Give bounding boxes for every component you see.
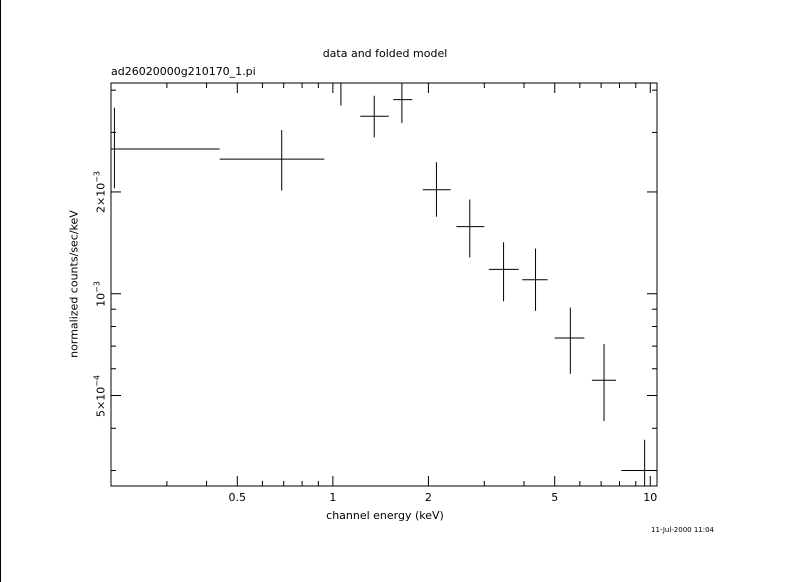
y-tick-label: 5×10−4 bbox=[92, 374, 108, 417]
timestamp: 11-Jul-2000 11:04 bbox=[651, 526, 715, 534]
data-point-8 bbox=[488, 242, 519, 302]
chart-subtitle: ad26020000g210170_1.pi bbox=[111, 65, 256, 78]
x-axis-label: channel energy (keV) bbox=[326, 509, 444, 522]
data-point-12 bbox=[621, 439, 657, 486]
data-point-3 bbox=[330, 82, 354, 106]
x-tick-label: 10 bbox=[643, 491, 658, 504]
data-point-11 bbox=[591, 344, 617, 422]
window-edge-line bbox=[0, 0, 1, 582]
data-point-1 bbox=[111, 107, 220, 189]
x-tick-label: 2 bbox=[424, 491, 432, 504]
data-point-4 bbox=[360, 95, 389, 138]
data-point-2 bbox=[219, 129, 325, 191]
data-point-7 bbox=[456, 199, 485, 258]
data-point-9 bbox=[522, 248, 548, 311]
data-point-5 bbox=[393, 83, 413, 123]
y-tick-label: 10−3 bbox=[92, 280, 108, 307]
x-minor-ticks bbox=[110, 83, 637, 486]
y-major-ticks bbox=[111, 191, 657, 397]
data-point-6 bbox=[422, 162, 451, 217]
data-points bbox=[111, 82, 657, 486]
x-major-ticks bbox=[236, 83, 651, 486]
plot-frame bbox=[110, 82, 658, 487]
y-minor-ticks bbox=[111, 89, 657, 472]
y-axis-label: normalized counts/sec/keV bbox=[67, 210, 81, 358]
x-tick-label: 5 bbox=[551, 491, 559, 504]
y-tick-label: 2×10−3 bbox=[92, 170, 108, 213]
data-point-10 bbox=[554, 307, 585, 374]
chart-title: data and folded model bbox=[322, 47, 448, 60]
x-tick-label: 1 bbox=[329, 491, 337, 504]
x-tick-label: 0.5 bbox=[228, 491, 247, 504]
